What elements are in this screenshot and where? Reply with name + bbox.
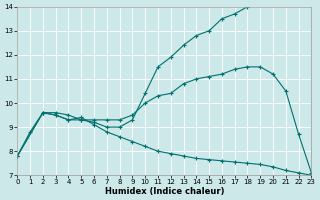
X-axis label: Humidex (Indice chaleur): Humidex (Indice chaleur) [105,187,224,196]
